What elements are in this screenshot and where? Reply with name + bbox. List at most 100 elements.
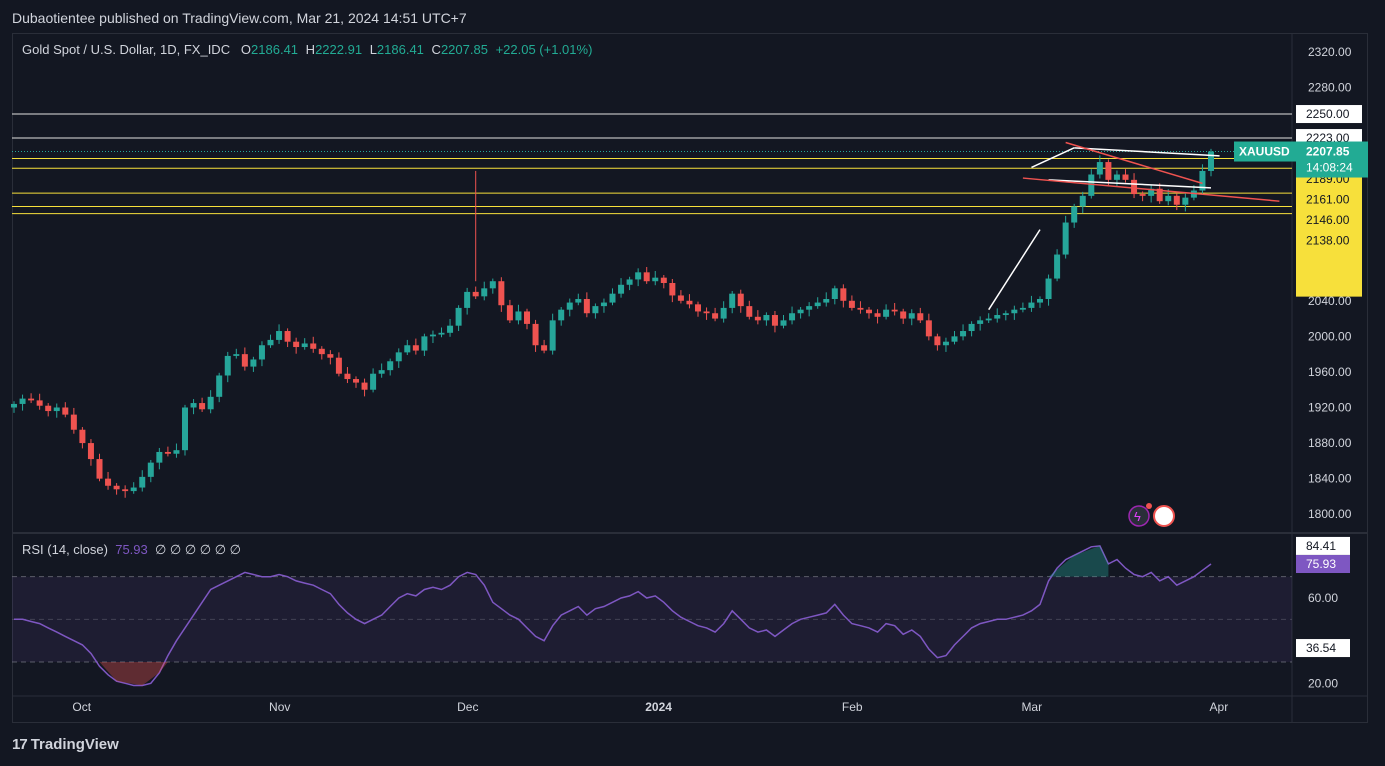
candle-body [447, 325, 454, 333]
candle-body [353, 379, 359, 383]
candle-body [754, 316, 761, 321]
candle-body [840, 288, 847, 301]
candle-body [558, 309, 565, 321]
candle-body [848, 300, 855, 308]
candle-body [524, 311, 530, 324]
candle-body [1045, 278, 1052, 300]
candle-body [79, 429, 86, 444]
brand-text: TradingView [30, 736, 119, 753]
candle-body [1122, 174, 1129, 180]
candle-body [147, 462, 154, 477]
candle-body [720, 307, 727, 319]
candle-body [695, 304, 701, 312]
time-axis-label: 2024 [645, 700, 672, 714]
time-axis-label: Feb [842, 700, 863, 714]
lightning-icon [1128, 505, 1150, 527]
high-label: H [305, 42, 316, 57]
publish-header: Dubaotientee published on TradingView.co… [12, 10, 467, 26]
candle-body [96, 459, 103, 479]
alert-dot-icon [1146, 503, 1152, 509]
tv-logo-icon: 17 [12, 736, 28, 753]
price-tick-label: 1880.00 [1308, 436, 1352, 450]
candle-body [643, 272, 650, 282]
candle-body [1113, 174, 1120, 180]
candle-body [600, 302, 607, 307]
candle-body [1096, 162, 1103, 175]
candle-body [327, 354, 334, 358]
candle-body [472, 291, 479, 297]
symbol-tag-box [1234, 141, 1296, 162]
candle-body [934, 336, 941, 346]
candle-body [652, 277, 659, 282]
candle-body [1131, 179, 1138, 195]
candle-body [1062, 222, 1069, 255]
price-tick-label: 1840.00 [1308, 472, 1352, 486]
candle-body [1088, 174, 1095, 196]
candle-body [164, 451, 171, 454]
candle-body [1208, 151, 1214, 171]
candle-body [1173, 195, 1180, 205]
pattern-line [988, 229, 1041, 311]
candle-body [660, 277, 667, 283]
candle-body [1156, 188, 1163, 202]
candle-body [917, 313, 924, 321]
rsi-marker-label: 84.41 [1306, 539, 1336, 553]
candle-body [703, 311, 710, 314]
price-tick-label: 1960.00 [1308, 365, 1352, 379]
tradingview-logo[interactable]: 17 TradingView [12, 736, 119, 753]
time-axis-label: Dec [457, 700, 478, 714]
symbol-tag: XAUUSD [1239, 145, 1290, 159]
rsi-tick-label: 60.00 [1308, 591, 1338, 605]
candle-body [455, 307, 462, 326]
candle-body [387, 361, 394, 371]
level-label-box [1296, 105, 1362, 124]
candle-body [241, 354, 248, 367]
open-value: 2186.41 [251, 42, 299, 57]
candle-body [310, 343, 317, 349]
candle-body [831, 288, 838, 300]
candle-body [481, 288, 488, 297]
candle-body [404, 345, 411, 353]
candle-body [139, 476, 146, 488]
candle-body [53, 407, 60, 412]
candle-body [823, 299, 830, 303]
candle-body [284, 331, 291, 342]
lightning-icon-glyph: ϟ [1134, 509, 1141, 524]
rsi-legend: RSI (14, close) 75.93 ∅ ∅ ∅ ∅ ∅ ∅ [22, 542, 241, 558]
candle-body [70, 414, 77, 430]
pattern-line [1022, 177, 1280, 202]
candle-body [173, 450, 180, 454]
yellow-level-label: 2161.00 [1306, 193, 1350, 207]
candle-body [498, 281, 505, 306]
candle-body [1011, 309, 1018, 314]
candle-body [1199, 170, 1206, 191]
change-value: +22.05 (+1.01%) [495, 42, 593, 57]
candle-body [994, 315, 1001, 319]
rsi-marker-box [1296, 536, 1350, 555]
candle-body [541, 345, 548, 351]
candle-body [900, 311, 907, 319]
candle-body [592, 306, 599, 314]
rsi-oversold-fill [99, 662, 168, 686]
candle-body [669, 283, 676, 296]
candle-body [883, 309, 890, 317]
price-tick-label: 1800.00 [1308, 507, 1352, 521]
candle-body [36, 400, 43, 406]
candle-body [780, 320, 787, 326]
time-axis-label: Oct [72, 700, 91, 714]
candle-body [429, 334, 436, 337]
low-label: L [369, 42, 377, 57]
candle-body [857, 307, 864, 310]
candle-body [1071, 206, 1078, 223]
candle-body [1079, 195, 1086, 207]
time-axis-label: Mar [1021, 700, 1042, 714]
candle-body [891, 309, 898, 312]
candle-body [942, 341, 949, 346]
chart-frame [12, 33, 1368, 723]
candle-body [395, 352, 402, 362]
close-label: C [431, 42, 441, 57]
candle-body [729, 293, 736, 308]
rsi-label: RSI (14, close) [22, 542, 108, 557]
candle-body [250, 359, 257, 367]
